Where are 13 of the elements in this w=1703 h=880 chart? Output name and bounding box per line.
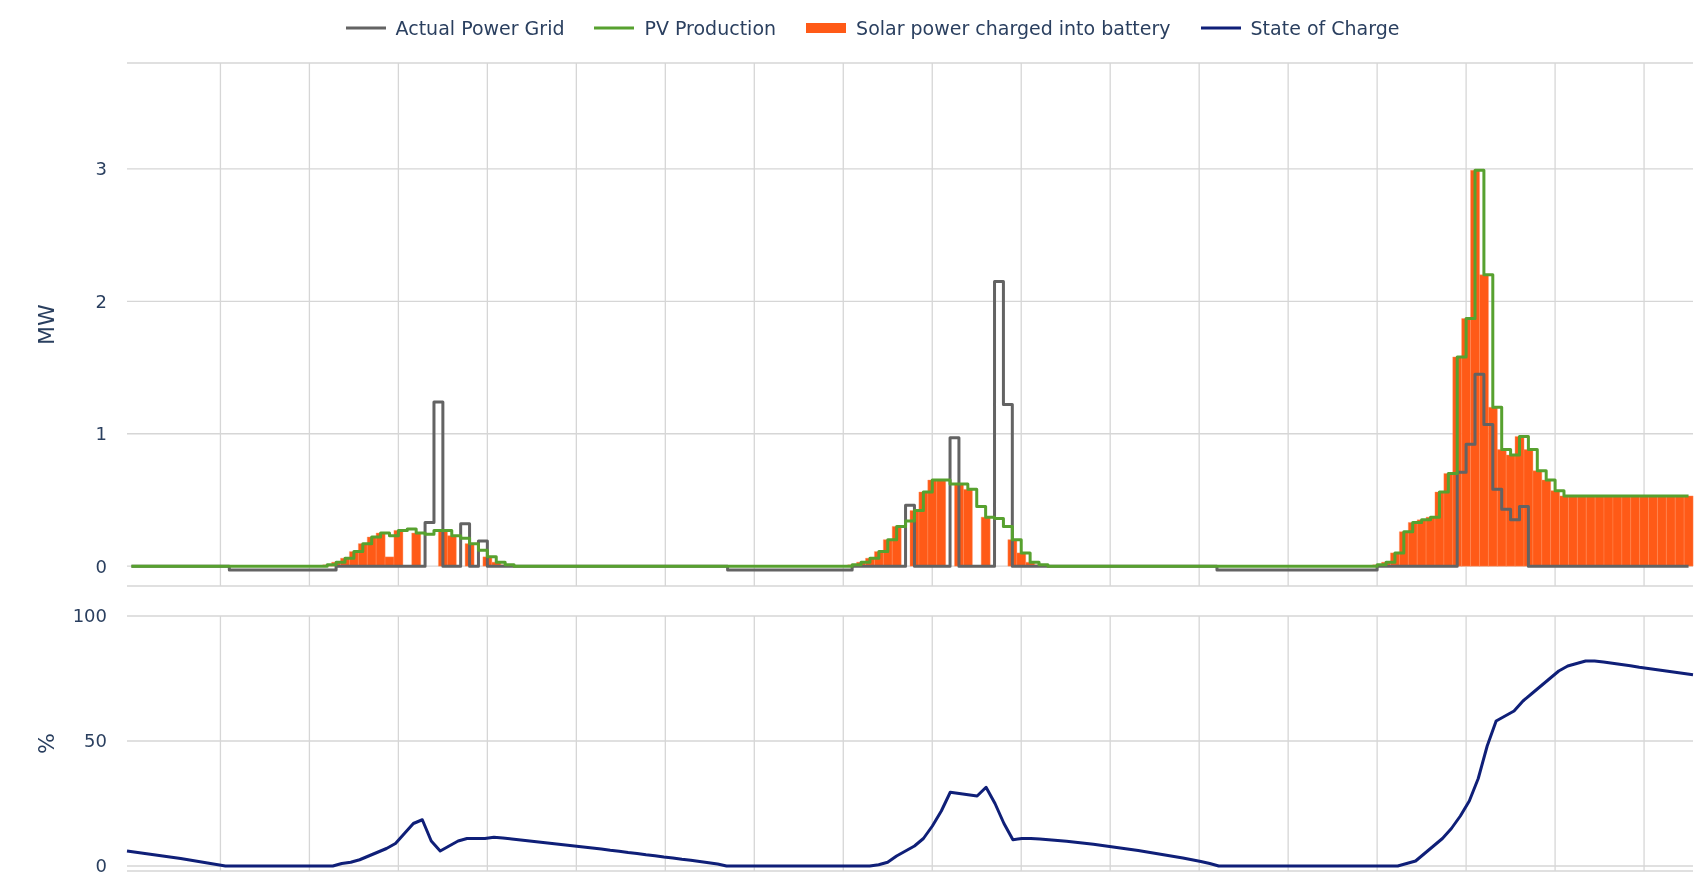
y-tick-label: 0 (95, 855, 107, 877)
y-axis-title: % (33, 733, 59, 754)
legend-label: Solar power charged into battery (856, 17, 1171, 39)
y-tick-label: 2 (95, 290, 107, 312)
legend-label: State of Charge (1250, 17, 1400, 39)
y-tick-label: 3 (95, 158, 107, 180)
y-tick-label: 50 (84, 730, 107, 752)
y-tick-label: 0 (95, 555, 107, 577)
legend-label: PV Production (644, 17, 777, 39)
y-tick-label: 1 (95, 423, 107, 445)
legend-label: Actual Power Grid (395, 17, 565, 39)
y-axis-title: MW (33, 303, 59, 345)
y-tick-label: 100 (72, 605, 107, 627)
